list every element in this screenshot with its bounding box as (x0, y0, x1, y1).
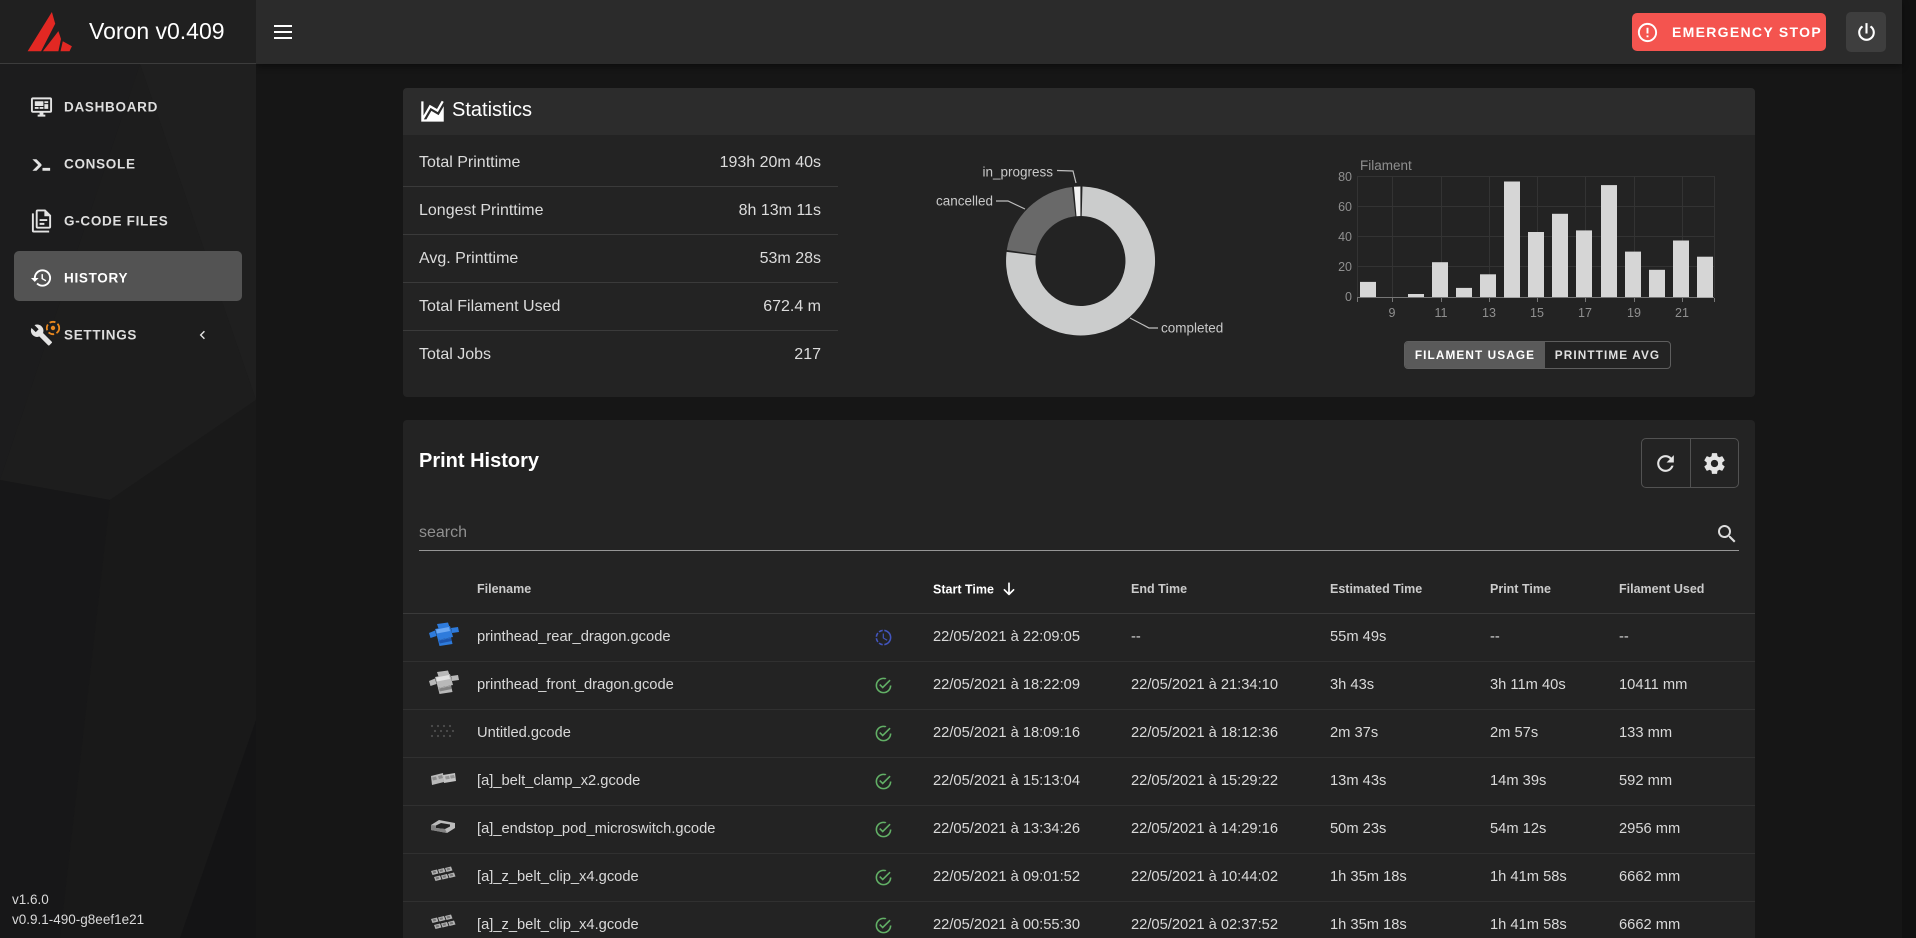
svg-text:40: 40 (1338, 230, 1352, 244)
svg-text:0: 0 (1345, 290, 1352, 304)
svg-text:completed: completed (1161, 321, 1223, 336)
svg-text:80: 80 (1338, 170, 1352, 184)
svg-text:9: 9 (1389, 306, 1396, 320)
svg-text:11: 11 (1435, 306, 1448, 320)
svg-text:13: 13 (1482, 306, 1496, 320)
svg-text:60: 60 (1338, 200, 1352, 214)
svg-text:17: 17 (1578, 306, 1592, 320)
svg-text:19: 19 (1627, 306, 1641, 320)
svg-text:15: 15 (1530, 306, 1544, 320)
svg-text:20: 20 (1338, 260, 1352, 274)
svg-text:Filament: Filament (1360, 158, 1412, 173)
svg-text:in_progress: in_progress (982, 165, 1053, 180)
svg-text:cancelled: cancelled (936, 194, 993, 209)
svg-text:21: 21 (1675, 306, 1689, 320)
